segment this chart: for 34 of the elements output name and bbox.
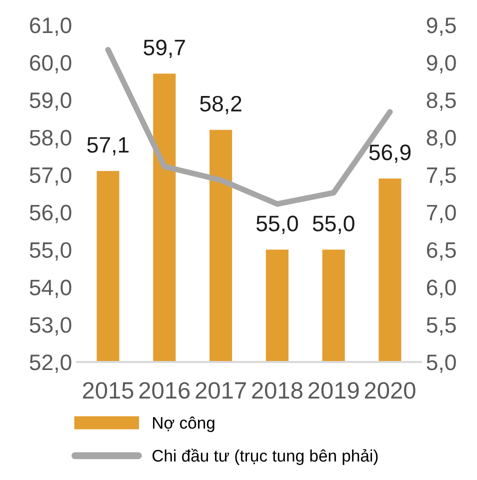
y-tick-label: 56,0	[30, 204, 72, 224]
data-label: 57,1	[87, 137, 129, 156]
y2-tick-label: 8,0	[426, 130, 456, 148]
y2-tick-label: 9,5	[426, 18, 456, 36]
y-tick-label: 52,0	[30, 354, 72, 373]
x-tick-label: 2017	[196, 382, 246, 399]
y-tick-label: 59,0	[30, 92, 72, 111]
y-tick-label: 55,0	[30, 242, 72, 261]
y-tick-label: 60,0	[30, 54, 72, 74]
x-tick-label: 2018	[252, 382, 302, 399]
y2-tick-label: 9,0	[426, 54, 456, 74]
y2-tick-label: 5,5	[426, 317, 456, 336]
y-tick-label: 54,0	[30, 280, 72, 298]
x-tick-label: 2020	[364, 382, 416, 399]
x-tick-label: 2019	[308, 382, 359, 399]
y-tick-label: 61,0	[30, 18, 72, 36]
y2-tick-label: 7,0	[427, 204, 456, 224]
y2-tick-label: 8,5	[426, 92, 456, 111]
data-label: 58,2	[200, 96, 242, 114]
data-label: 59,7	[144, 40, 185, 58]
y2-tick-label: 7,5	[427, 168, 456, 186]
data-label: 56,9	[369, 144, 411, 163]
legend-label: Nợ công	[153, 416, 214, 432]
data-label: 55,0	[312, 216, 354, 234]
y2-tick-label: 5,0	[426, 354, 456, 373]
y-tick-label: 58,0	[30, 130, 72, 148]
y2-tick-label: 6,0	[426, 280, 456, 298]
data-label: 55,0	[256, 216, 298, 234]
y-tick-label: 53,0	[30, 317, 72, 336]
y2-tick-label: 6,5	[426, 242, 456, 261]
x-tick-label: 2016	[139, 382, 190, 399]
legend-label: Chi đầu tư (trục tung bên phải)	[152, 448, 378, 465]
y-tick-label: 57,0	[30, 167, 72, 186]
x-tick-label: 2015	[82, 382, 134, 399]
